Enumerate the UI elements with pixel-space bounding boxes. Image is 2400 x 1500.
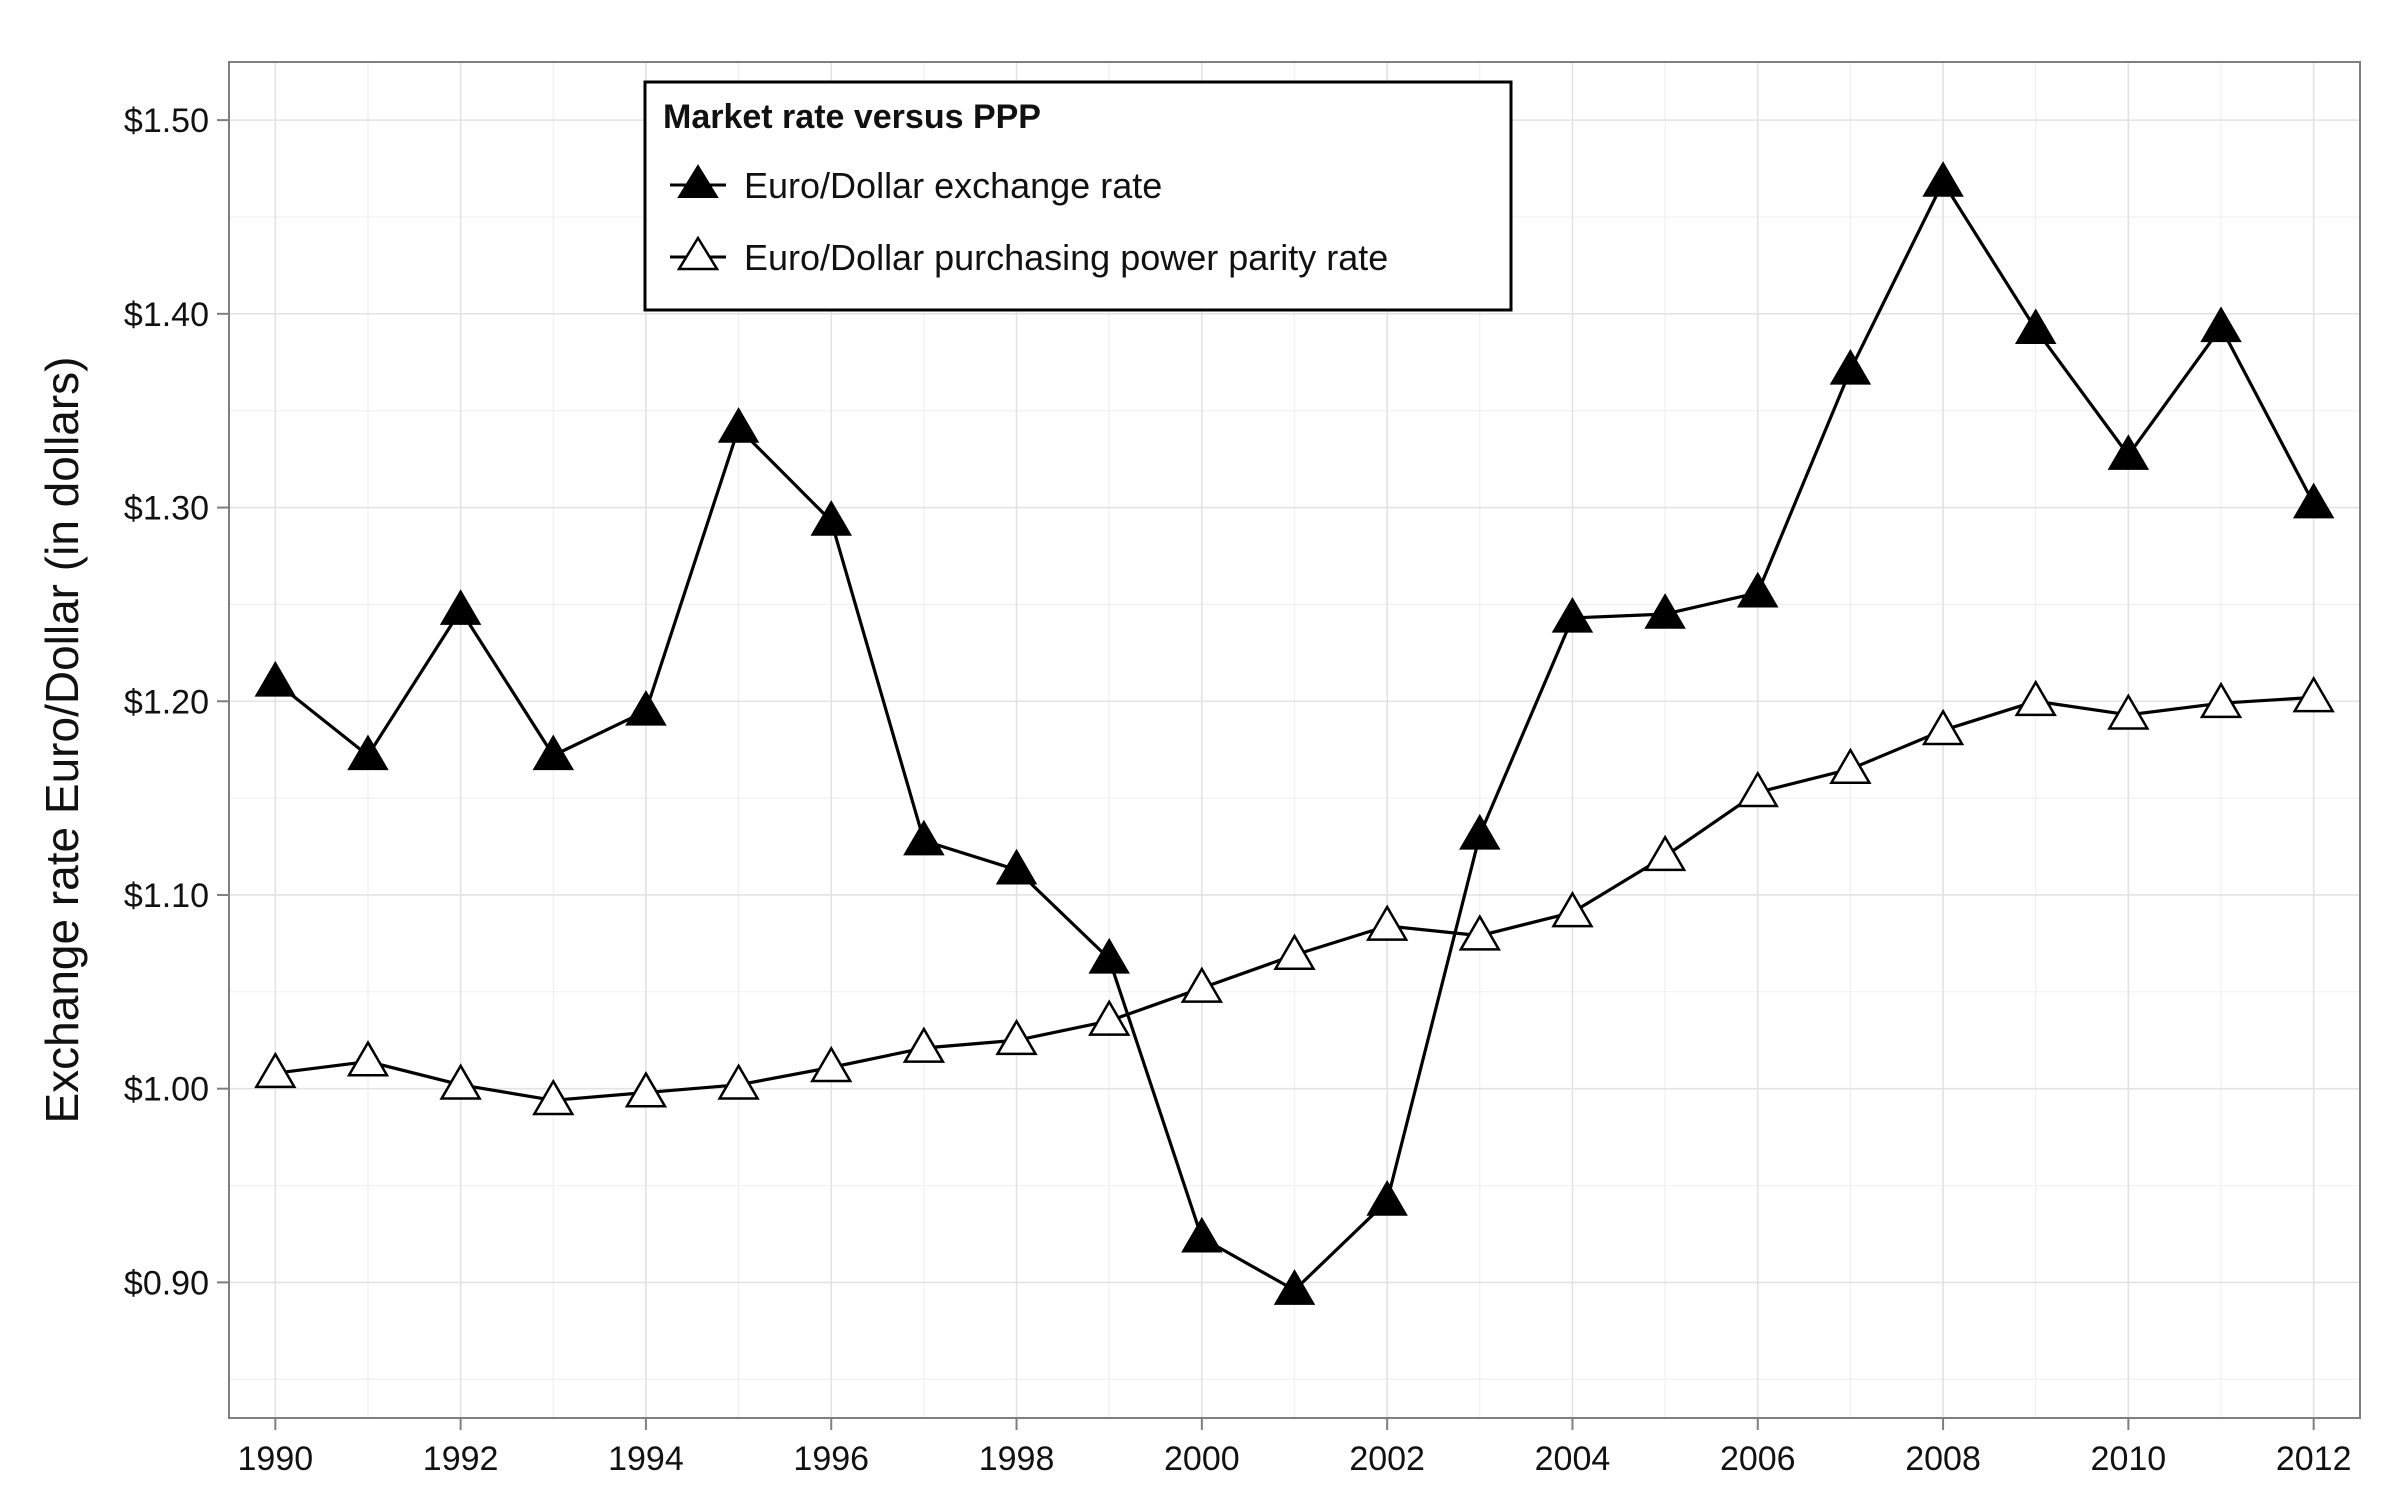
data-point-hollow-triangle <box>1921 708 1965 746</box>
y-tick-label: $1.40 <box>124 296 209 334</box>
data-point-hollow-triangle <box>2107 693 2150 730</box>
y-tick-label: $1.00 <box>124 1071 209 1109</box>
data-point-filled-triangle <box>2014 308 2057 345</box>
series-layer <box>254 161 2335 1305</box>
data-point-hollow-triangle <box>346 1040 390 1077</box>
series-exchange-rate <box>254 161 2335 1305</box>
data-point-filled-triangle <box>995 848 1038 885</box>
plot-panel-border <box>228 61 2361 1419</box>
legend-item-ppp-rate: Euro/Dollar purchasing power parity rate <box>670 235 1388 278</box>
data-point-hollow-triangle <box>1088 999 1131 1036</box>
data-point-filled-triangle <box>1551 596 1594 633</box>
data-point-hollow-triangle <box>1458 914 1501 951</box>
data-point-filled-triangle <box>810 500 852 536</box>
data-point-filled-triangle <box>903 819 945 856</box>
x-tick-label: 1998 <box>979 1440 1055 1478</box>
legend-label-ppp-rate: Euro/Dollar purchasing power parity rate <box>744 237 1388 278</box>
data-point-hollow-triangle <box>1551 890 1594 928</box>
legend: Market rate versus PPP Euro/Dollar excha… <box>643 80 1513 312</box>
y-tick-label: $1.10 <box>124 877 209 915</box>
data-point-filled-triangle <box>625 689 667 726</box>
legend-title: Market rate versus PPP <box>663 98 1041 136</box>
x-tick-label: 1994 <box>608 1440 684 1478</box>
y-tick-label: $1.30 <box>124 490 209 528</box>
x-tick-label: 1992 <box>423 1440 499 1478</box>
legend-item-exchange-rate: Euro/Dollar exchange rate <box>670 164 1162 206</box>
legend-filled-triangle-icon <box>677 164 719 198</box>
data-point-filled-triangle <box>717 407 760 443</box>
data-point-filled-triangle <box>1273 1269 1316 1305</box>
legend-hollow-triangle-icon <box>676 235 720 271</box>
data-point-hollow-triangle <box>902 1026 946 1063</box>
legend-box <box>643 80 1513 312</box>
x-tick-label: 2012 <box>2276 1440 2352 1478</box>
data-point-hollow-triangle <box>1736 770 1779 808</box>
data-point-filled-triangle <box>1088 937 1130 974</box>
data-point-hollow-triangle <box>624 1071 668 1108</box>
series-ppp-rate <box>254 675 2335 1116</box>
data-point-hollow-triangle <box>1273 933 1316 970</box>
data-point-filled-triangle <box>2292 482 2335 519</box>
axes: 1990 1992 1994 1996 1998 2000 2002 2004 2006 2008… <box>124 102 2352 1478</box>
data-point-hollow-triangle <box>2292 675 2335 713</box>
data-point-filled-triangle <box>347 734 389 771</box>
data-point-hollow-triangle <box>717 1063 760 1100</box>
data-point-filled-triangle <box>1459 813 1501 850</box>
data-point-hollow-triangle <box>810 1045 853 1083</box>
data-point-hollow-triangle <box>2014 679 2057 717</box>
data-point-filled-triangle <box>1181 1216 1223 1253</box>
data-point-filled-triangle <box>1829 349 1872 385</box>
data-point-filled-triangle <box>1922 161 1964 197</box>
x-tick-label: 1990 <box>238 1440 314 1478</box>
y-tick-label: $0.90 <box>124 1264 209 1302</box>
x-tick-label: 2002 <box>1349 1440 1425 1478</box>
data-point-filled-triangle <box>1366 1180 1408 1216</box>
data-point-filled-triangle <box>254 660 297 697</box>
data-point-hollow-triangle <box>1180 966 1224 1003</box>
data-point-hollow-triangle <box>254 1051 297 1089</box>
data-point-filled-triangle <box>2107 434 2150 470</box>
data-point-filled-triangle <box>1644 593 1686 629</box>
y-tick-label: $1.50 <box>124 102 209 140</box>
data-point-hollow-triangle <box>2199 681 2243 719</box>
x-tick-label: 2008 <box>1905 1440 1981 1478</box>
legend-label-exchange-rate: Euro/Dollar exchange rate <box>744 165 1162 206</box>
data-point-hollow-triangle <box>1365 904 1409 941</box>
data-point-filled-triangle <box>2200 306 2242 343</box>
x-tick-label: 2000 <box>1164 1440 1240 1478</box>
x-tick-label: 1996 <box>793 1440 869 1478</box>
x-tick-label: 2004 <box>1535 1440 1611 1478</box>
data-point-hollow-triangle <box>1829 747 1872 784</box>
data-point-hollow-triangle <box>532 1078 575 1116</box>
data-point-filled-triangle <box>439 589 482 625</box>
x-tick-label: 2010 <box>2091 1440 2167 1478</box>
data-point-filled-triangle <box>1737 571 1779 608</box>
y-axis-title: Exchange rate Euro/Dollar (in dollars) <box>36 356 88 1123</box>
data-point-hollow-triangle <box>995 1018 1038 1056</box>
x-tick-label: 2006 <box>1720 1440 1796 1478</box>
data-point-hollow-triangle <box>439 1063 482 1100</box>
y-tick-label: $1.20 <box>124 683 209 721</box>
data-point-filled-triangle <box>532 734 575 771</box>
data-point-hollow-triangle <box>1643 834 1687 872</box>
